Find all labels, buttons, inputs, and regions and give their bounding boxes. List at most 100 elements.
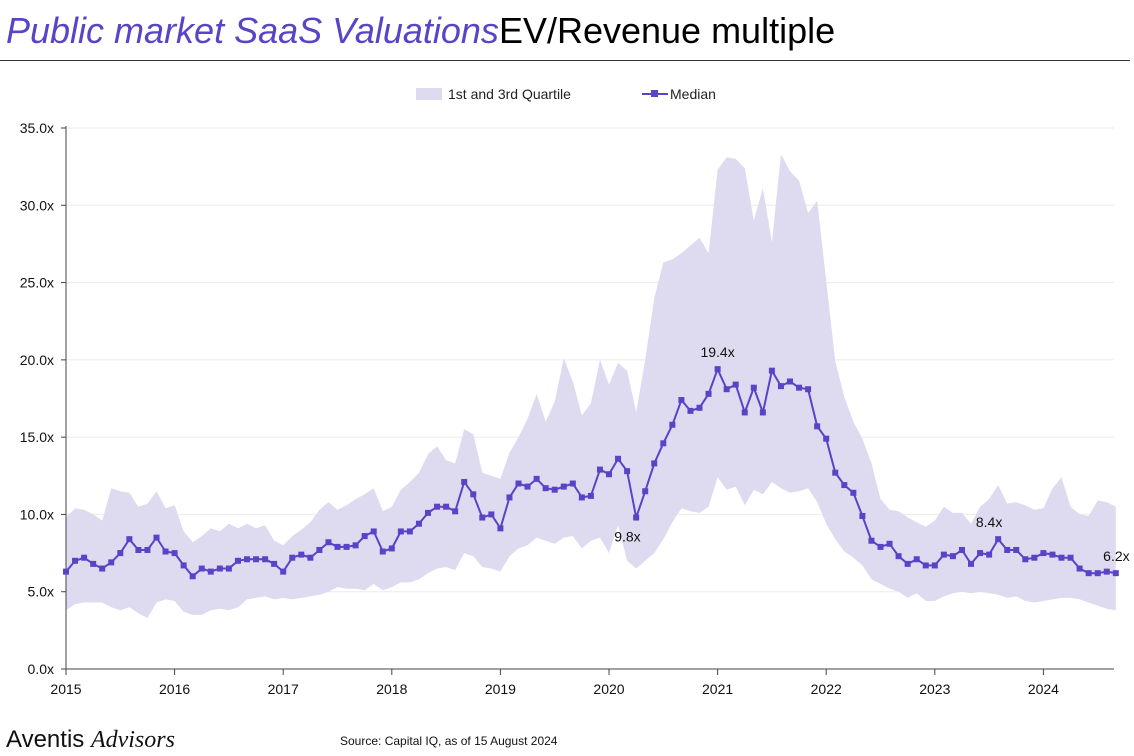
median-point [642, 488, 649, 495]
median-point [397, 528, 404, 535]
legend-median-label: Median [670, 86, 716, 102]
legend-item-median: Median [642, 86, 716, 102]
median-point [850, 489, 857, 496]
median-point [1049, 551, 1056, 558]
median-point [506, 494, 513, 501]
legend-band-label: 1st and 3rd Quartile [448, 86, 571, 102]
median-point [714, 366, 721, 373]
median-point [189, 573, 196, 580]
median-point [90, 560, 97, 567]
x-tick-label: 2019 [485, 681, 516, 697]
median-point [153, 534, 160, 541]
median-point [1067, 554, 1074, 561]
median-point [415, 520, 422, 527]
median-point [1004, 546, 1011, 553]
x-tick-label: 2015 [50, 681, 81, 697]
median-point [624, 468, 631, 475]
y-tick-label: 5.0x [28, 584, 54, 600]
median-point [1112, 570, 1119, 577]
median-point [470, 491, 477, 498]
median-point [723, 386, 730, 393]
median-point [452, 508, 459, 515]
x-tick-label: 2020 [593, 681, 624, 697]
median-point [425, 509, 432, 516]
median-point [497, 525, 504, 532]
median-point [81, 554, 88, 561]
median-point [705, 390, 712, 397]
median-point [253, 556, 260, 563]
median-point [922, 562, 929, 569]
median-point [171, 550, 178, 557]
x-tick-label: 2022 [811, 681, 842, 697]
median-point [379, 548, 386, 555]
median-point [542, 485, 549, 492]
chart-legend: 1st and 3rd Quartile Median [0, 86, 1134, 106]
median-point [913, 556, 920, 563]
data-label: 19.4x [700, 344, 734, 360]
median-point [759, 409, 766, 416]
median-point [1085, 570, 1092, 577]
x-tick-label: 2016 [159, 681, 190, 697]
median-point [814, 423, 821, 430]
median-point [117, 550, 124, 557]
median-point [443, 503, 450, 510]
title-underline [0, 60, 1130, 61]
data-label: 8.4x [976, 514, 1002, 530]
y-tick-label: 0.0x [28, 661, 54, 677]
y-tick-label: 35.0x [20, 120, 54, 136]
median-point [1058, 554, 1065, 561]
median-point [606, 471, 613, 478]
y-tick-label: 15.0x [20, 429, 54, 445]
median-point [479, 514, 486, 521]
median-point [1103, 568, 1110, 575]
data-label: 6.2x [1103, 548, 1129, 564]
median-point [533, 475, 540, 482]
brand-name-part-1: Aventis [6, 726, 85, 753]
median-point [99, 565, 106, 572]
median-point [569, 480, 576, 487]
median-point [180, 562, 187, 569]
median-point [343, 543, 350, 550]
median-point [633, 514, 640, 521]
median-point [515, 480, 522, 487]
title-part-1: Public market SaaS Valuations [6, 10, 499, 51]
median-point [660, 440, 667, 447]
legend-median-marker [642, 88, 668, 100]
median-point [1076, 565, 1083, 572]
median-point [832, 469, 839, 476]
median-point [144, 546, 151, 553]
median-point [244, 556, 251, 563]
median-point [370, 528, 377, 535]
brand-name-part-2: Advisors [90, 727, 175, 753]
legend-band-swatch [416, 88, 442, 100]
x-tick-label: 2017 [268, 681, 299, 697]
median-point [651, 460, 658, 467]
median-point [823, 435, 830, 442]
median-point [551, 486, 558, 493]
median-point [434, 503, 441, 510]
median-point [877, 543, 884, 550]
x-tick-label: 2023 [919, 681, 950, 697]
median-point [1094, 570, 1101, 577]
median-point [207, 568, 214, 575]
median-point [135, 546, 142, 553]
brand-logo: Aventis Advisors [6, 726, 175, 754]
median-point [596, 466, 603, 473]
median-point [388, 545, 395, 552]
median-point [352, 542, 359, 549]
y-tick-label: 20.0x [20, 352, 54, 368]
median-point [461, 478, 468, 485]
median-point [895, 553, 902, 560]
median-point [841, 482, 848, 489]
median-point [669, 421, 676, 428]
median-point [750, 384, 757, 391]
median-point [126, 536, 133, 543]
median-point [225, 565, 232, 572]
median-point [488, 511, 495, 518]
median-point [307, 554, 314, 561]
median-point [968, 560, 975, 567]
x-tick-label: 2021 [702, 681, 733, 697]
median-point [805, 386, 812, 393]
median-point [560, 483, 567, 490]
median-point [524, 483, 531, 490]
